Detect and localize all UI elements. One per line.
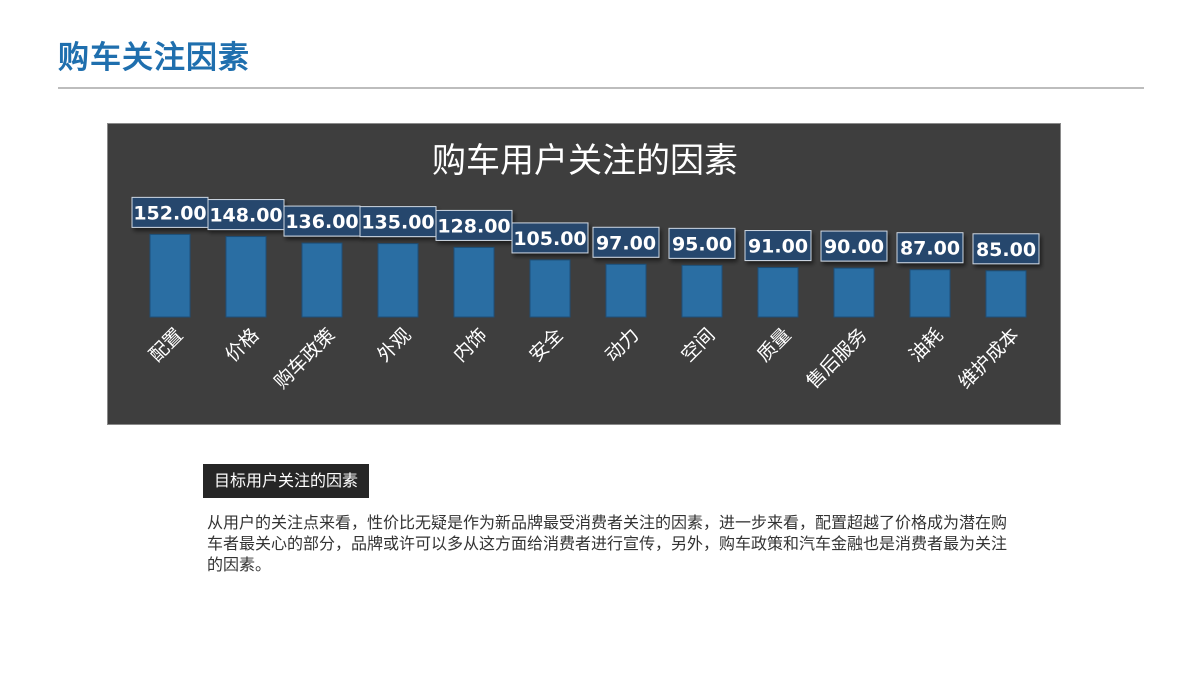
- data-label-box: [511, 222, 589, 254]
- data-label-text: 128.00: [437, 215, 510, 237]
- data-label-text: 95.00: [672, 233, 732, 255]
- category-label: 安全: [525, 324, 567, 366]
- data-label: 105.00: [511, 222, 589, 254]
- data-label: 135.00: [359, 206, 437, 238]
- data-label-text: 85.00: [976, 239, 1036, 261]
- title-divider: [58, 87, 1144, 89]
- section-label: 目标用户关注的因素: [203, 464, 370, 498]
- data-label-text: 90.00: [824, 236, 884, 258]
- data-label-box: [820, 230, 888, 262]
- page-title: 购车关注因素: [58, 40, 250, 76]
- chart-panel: 购车用户关注的因素 152.00 148.00 136.00 135.00 128.00…: [107, 123, 1061, 425]
- bar: [985, 270, 1027, 318]
- bar: [833, 267, 875, 318]
- data-label: 152.00: [131, 196, 209, 228]
- data-label-text: 136.00: [285, 211, 358, 233]
- data-label-box: [592, 226, 660, 258]
- data-label-box: [207, 199, 285, 231]
- data-label-text: 105.00: [513, 228, 586, 250]
- bar: [757, 267, 799, 318]
- bar: [377, 243, 419, 318]
- data-label: 90.00: [820, 230, 888, 262]
- data-label: 87.00: [896, 232, 964, 264]
- data-label-text: 91.00: [748, 236, 808, 258]
- data-label: 148.00: [207, 199, 285, 231]
- category-label: 外观: [373, 324, 415, 366]
- bars-layer: [149, 233, 1027, 318]
- data-label-box: [896, 232, 964, 264]
- summary-paragraph: 从用户的关注点来看，性价比无疑是作为新品牌最受消费者关注的因素，进一步来看，配置…: [207, 513, 1008, 574]
- data-label: 85.00: [972, 233, 1040, 265]
- bar: [301, 242, 343, 318]
- category-label: 配置: [145, 324, 187, 366]
- data-label-text: 135.00: [361, 212, 434, 234]
- bar-chart: 购车用户关注的因素 152.00 148.00 136.00 135.00 128.00…: [131, 142, 1040, 393]
- data-label: 91.00: [744, 230, 812, 262]
- data-label-box: [359, 206, 437, 238]
- category-label: 质量: [753, 324, 795, 366]
- data-label: 128.00: [435, 209, 513, 241]
- data-label-box: [435, 209, 513, 241]
- category-label: 价格: [221, 324, 263, 366]
- data-label-text: 148.00: [209, 205, 282, 227]
- category-label: 售后服务: [802, 324, 871, 393]
- data-label-box: [668, 227, 736, 259]
- data-label-box: [131, 196, 209, 228]
- bar: [605, 263, 647, 318]
- category-label: 购车政策: [270, 324, 339, 393]
- bar: [149, 233, 191, 318]
- bar: [453, 246, 495, 318]
- bar: [225, 236, 267, 318]
- category-labels-layer: 配置 价格 购车政策 外观 内饰 安全 动力 空间 质量 售后服务 油耗 维护成本: [145, 324, 1023, 393]
- data-label-box: [972, 233, 1040, 265]
- data-label-text: 152.00: [133, 202, 206, 224]
- category-label: 内饰: [449, 324, 491, 366]
- bar: [909, 269, 951, 318]
- bar: [681, 264, 723, 318]
- bar: [529, 259, 571, 318]
- data-label: 95.00: [668, 227, 736, 259]
- chart-title: 购车用户关注的因素: [432, 142, 738, 180]
- data-label: 136.00: [283, 205, 361, 237]
- data-label-text: 97.00: [596, 232, 656, 254]
- data-label: 97.00: [592, 226, 660, 258]
- data-label-text: 87.00: [900, 238, 960, 260]
- category-label: 维护成本: [954, 324, 1023, 393]
- data-label-box: [744, 230, 812, 262]
- category-label: 动力: [601, 324, 643, 366]
- category-label: 空间: [677, 324, 719, 366]
- category-label: 油耗: [905, 324, 947, 366]
